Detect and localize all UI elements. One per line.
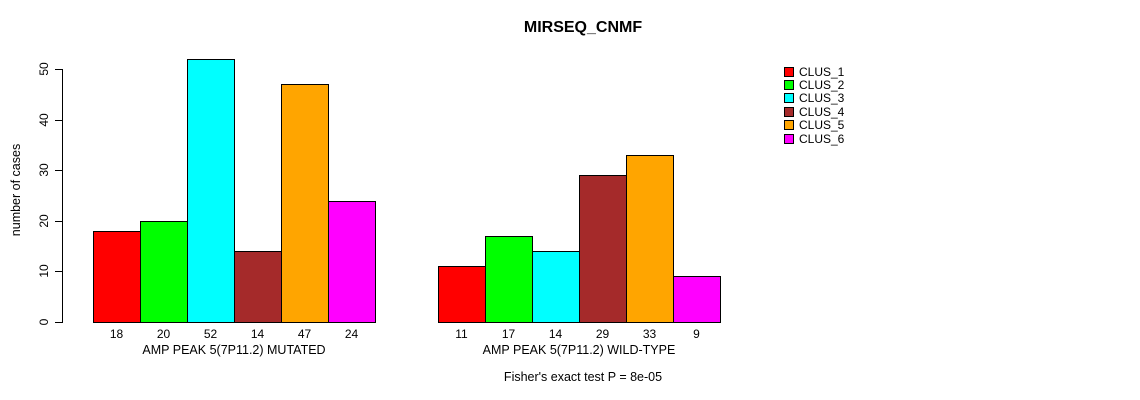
y-tick-label: 20 xyxy=(37,214,51,228)
legend-item-clus_1: CLUS_1 xyxy=(784,65,844,78)
y-tick xyxy=(55,120,63,121)
y-tick-label: 50 xyxy=(37,62,51,76)
bar-value-label: 24 xyxy=(344,327,359,341)
x-group-label: AMP PEAK 5(7P11.2) MUTATED xyxy=(142,343,326,357)
bar-value-label: 14 xyxy=(250,327,265,341)
chart-title: MIRSEQ_CNMF xyxy=(523,19,643,36)
bar-clus_6 xyxy=(328,201,376,323)
bar-clus_2 xyxy=(140,221,188,323)
bar-value-label: 9 xyxy=(693,327,700,341)
x-group-label: AMP PEAK 5(7P11.2) WILD-TYPE xyxy=(482,343,676,357)
y-axis-line xyxy=(62,69,63,323)
legend-color-swatch xyxy=(784,80,794,91)
bar-value-label: 47 xyxy=(297,327,312,341)
bar-clus_3 xyxy=(187,59,235,323)
y-tick xyxy=(55,69,63,70)
y-tick xyxy=(55,322,63,323)
caption-fisher-test: Fisher's exact test P = 8e-05 xyxy=(503,370,663,384)
y-tick xyxy=(55,221,63,222)
legend-item-clus_3: CLUS_3 xyxy=(784,92,844,105)
y-tick xyxy=(55,271,63,272)
bar-value-label: 11 xyxy=(455,327,468,341)
bar-clus_2 xyxy=(485,236,533,323)
y-axis-label: number of cases xyxy=(9,143,23,237)
bar-value-label: 17 xyxy=(501,327,516,341)
y-tick xyxy=(55,170,63,171)
bar-clus_6 xyxy=(673,276,721,323)
y-tick-label: 0 xyxy=(37,318,51,326)
y-tick-label: 10 xyxy=(37,264,51,278)
legend-color-swatch xyxy=(784,133,794,144)
bar-value-label: 33 xyxy=(642,327,657,341)
legend-label: CLUS_2 xyxy=(799,78,845,93)
bar-clus_1 xyxy=(438,266,486,323)
legend-color-swatch xyxy=(784,120,794,131)
bar-value-label: 18 xyxy=(109,327,124,341)
legend-label: CLUS_3 xyxy=(799,91,845,106)
bar-value-label: 52 xyxy=(203,327,218,341)
legend-item-clus_4: CLUS_4 xyxy=(784,105,844,118)
bar-clus_5 xyxy=(626,155,674,323)
bar-clus_5 xyxy=(281,84,329,323)
bar-clus_4 xyxy=(234,251,282,323)
legend-color-swatch xyxy=(784,93,794,104)
legend-label: CLUS_4 xyxy=(799,104,845,119)
legend-label: CLUS_5 xyxy=(799,118,845,133)
legend-item-clus_2: CLUS_2 xyxy=(784,78,844,91)
legend-color-swatch xyxy=(784,66,794,77)
y-tick-label: 30 xyxy=(37,163,51,177)
legend: CLUS_1 CLUS_2 CLUS_3 CLUS_4 CLUS_5 CLUS_6 xyxy=(784,65,844,145)
legend-color-swatch xyxy=(784,106,794,117)
bar-clus_3 xyxy=(532,251,580,323)
bar-clus_4 xyxy=(579,175,627,323)
legend-label: CLUS_6 xyxy=(799,131,845,146)
bar-value-label: 20 xyxy=(156,327,171,341)
y-tick-label: 40 xyxy=(37,113,51,127)
bar-clus_1 xyxy=(93,231,141,323)
bar-value-label: 29 xyxy=(595,327,610,341)
legend-label: CLUS_1 xyxy=(799,64,845,79)
legend-item-clus_6: CLUS_6 xyxy=(784,132,844,145)
legend-item-clus_5: CLUS_5 xyxy=(784,119,844,132)
bar-value-label: 14 xyxy=(548,327,563,341)
